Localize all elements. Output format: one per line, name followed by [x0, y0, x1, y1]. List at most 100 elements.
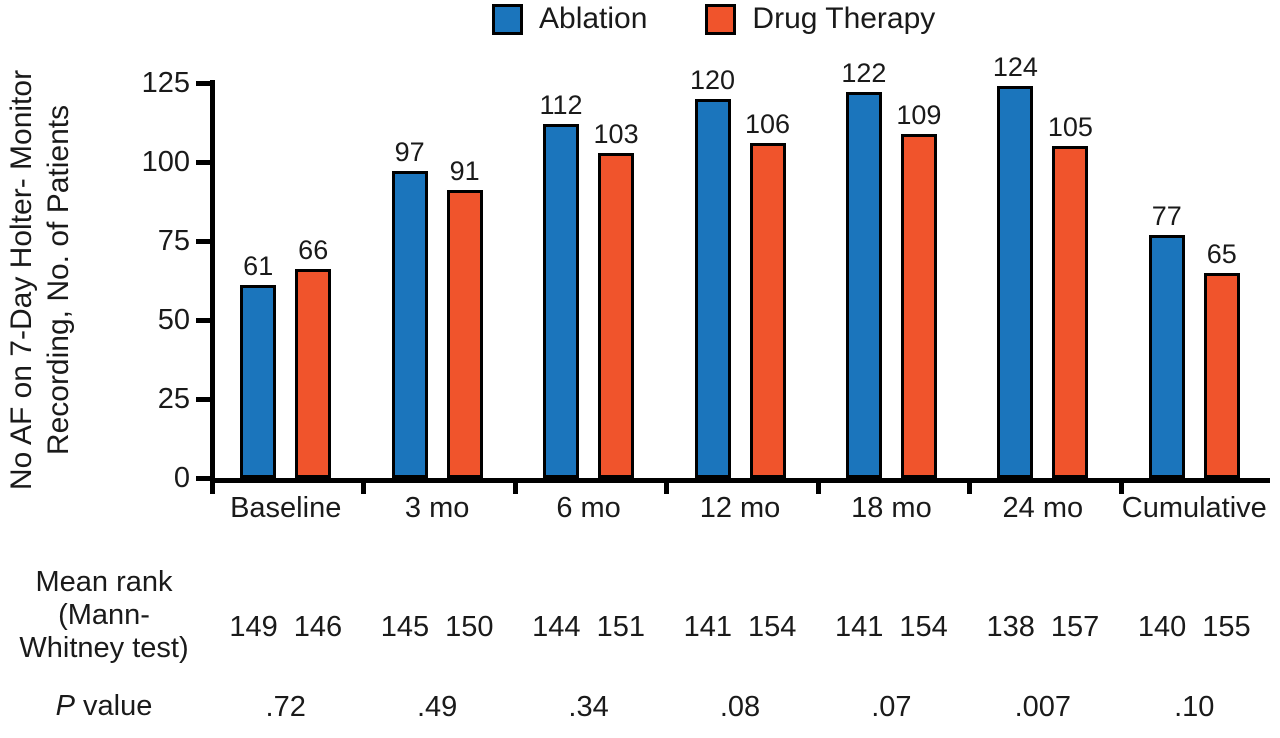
mean-rank-values: 138 157: [963, 610, 1123, 644]
bar-value-label: 65: [1206, 239, 1237, 269]
mean-rank-values: 141 154: [660, 610, 820, 644]
mean-rank-label-line3: Whitney test): [19, 632, 189, 664]
x-axis-tick: [361, 483, 367, 494]
mean-rank-value: 141: [683, 611, 732, 643]
mean-rank-value: 154: [899, 611, 948, 643]
bar-value-label: 109: [896, 100, 942, 130]
bar-value-label: 124: [992, 52, 1038, 82]
mean-rank-values: 149 146: [206, 610, 366, 644]
y-axis-tick-label: 50: [157, 304, 190, 336]
y-axis-tick-label: 0: [173, 462, 190, 494]
x-axis-tick: [512, 483, 518, 494]
mean-rank-value: 149: [229, 611, 278, 643]
p-value: .07: [871, 691, 912, 723]
y-axis-tick: [196, 318, 210, 323]
ablation-bar: [694, 99, 731, 478]
ablation-bar: [543, 124, 580, 478]
x-axis-category-label: Cumulative: [1121, 492, 1267, 524]
y-axis-tick: [196, 397, 210, 402]
ablation-bar: [240, 285, 277, 478]
bar-value-label: 91: [449, 156, 480, 186]
x-axis-line: [210, 478, 1270, 483]
drug-therapy-bar: [295, 269, 332, 478]
bar-value-label: 105: [1047, 112, 1093, 142]
x-axis-category-label: 12 mo: [699, 492, 781, 524]
mean-rank-value: 145: [380, 611, 430, 643]
mean-rank-label-line2: (Mann-: [58, 599, 150, 631]
drug-therapy-bar: [1052, 146, 1089, 478]
ablation-bar: [391, 171, 428, 478]
bar-value-label: 106: [744, 109, 791, 139]
y-axis-tick-label: 125: [141, 67, 190, 99]
bar-value-label: 120: [689, 65, 736, 95]
x-axis-category-label: Baseline: [230, 492, 342, 524]
mean-rank-values: 141 154: [811, 610, 971, 644]
bar-value-label: 112: [539, 90, 583, 120]
x-axis-category-label: 24 mo: [1002, 492, 1084, 524]
mean-rank-value: 151: [596, 611, 645, 643]
mean-rank-value: 155: [1202, 611, 1251, 643]
y-axis-tick-label: 75: [157, 225, 190, 257]
mean-rank-value: 150: [445, 611, 494, 643]
mean-rank-value: 154: [748, 611, 797, 643]
mean-rank-value: 157: [1050, 611, 1100, 643]
drug-therapy-bar: [446, 190, 483, 478]
mean-rank-value: 141: [835, 611, 884, 643]
mean-rank-label: Mean rank (Mann- Whitney test): [0, 566, 208, 665]
bar-value-label: 61: [243, 251, 274, 281]
p-value: .08: [719, 691, 761, 723]
ablation-swatch-icon: [492, 3, 523, 35]
mean-rank-value: 146: [293, 611, 343, 643]
mean-rank-values: 140 155: [1114, 610, 1274, 644]
x-axis-tick: [1118, 483, 1124, 494]
mean-rank-value: 140: [1137, 611, 1187, 643]
legend-item-ablation: Ablation: [492, 2, 647, 36]
x-axis-tick: [967, 483, 973, 494]
p-value: .72: [265, 691, 306, 723]
bar-value-label: 122: [841, 58, 887, 88]
p-value: .10: [1174, 691, 1215, 723]
x-axis-category-label: 18 mo: [851, 492, 932, 524]
y-axis-line: [210, 80, 215, 483]
y-axis-tick: [196, 160, 210, 165]
ablation-bar: [845, 92, 882, 478]
y-axis-title-line2: Recording, No. of Patients: [42, 104, 75, 456]
drug-therapy-bar: [1203, 273, 1240, 478]
y-axis-tick: [196, 81, 210, 86]
x-axis-tick: [815, 483, 821, 494]
x-axis-category-label: 3 mo: [404, 492, 470, 524]
x-axis-tick: [664, 483, 670, 494]
legend-label-ablation: Ablation: [539, 2, 648, 35]
x-axis-category-label: 6 mo: [556, 492, 621, 524]
bar-value-label: 66: [298, 235, 329, 265]
y-axis-tick-label: 25: [157, 383, 190, 415]
legend-label-drug-therapy: Drug Therapy: [752, 2, 936, 35]
y-axis-title-line1: No AF on 7-Day Holter- Monitor: [5, 69, 38, 491]
ablation-bar: [1148, 235, 1185, 478]
mean-rank-values: 144 151: [509, 610, 669, 644]
drug-therapy-bar: [749, 143, 786, 478]
bar-value-label: 77: [1151, 201, 1182, 231]
ablation-bar: [997, 86, 1034, 478]
mean-rank-label-line1: Mean rank: [35, 566, 173, 598]
p-value: .007: [1014, 691, 1072, 723]
bar-value-label: 97: [394, 137, 425, 167]
y-axis-title: No AF on 7-Day Holter- Monitor Recording…: [0, 0, 84, 560]
drug-therapy-bar: [900, 134, 937, 478]
y-axis-tick-label: 100: [141, 146, 190, 178]
y-axis-tick: [196, 239, 210, 244]
p-value: .49: [416, 691, 458, 723]
bar-value-label: 103: [593, 119, 639, 149]
legend: Ablation Drug Therapy: [492, 2, 935, 36]
y-axis-tick: [196, 476, 210, 481]
x-axis-tick: [210, 483, 215, 494]
p-value: .34: [568, 691, 609, 723]
p-value-label-italic: P: [55, 690, 75, 722]
p-value-label-rest: value: [83, 690, 153, 722]
drug-therapy-bar: [598, 153, 635, 478]
mean-rank-value: 138: [986, 611, 1035, 643]
mean-rank-values: 145 150: [357, 610, 517, 644]
mean-rank-value: 144: [532, 611, 581, 643]
